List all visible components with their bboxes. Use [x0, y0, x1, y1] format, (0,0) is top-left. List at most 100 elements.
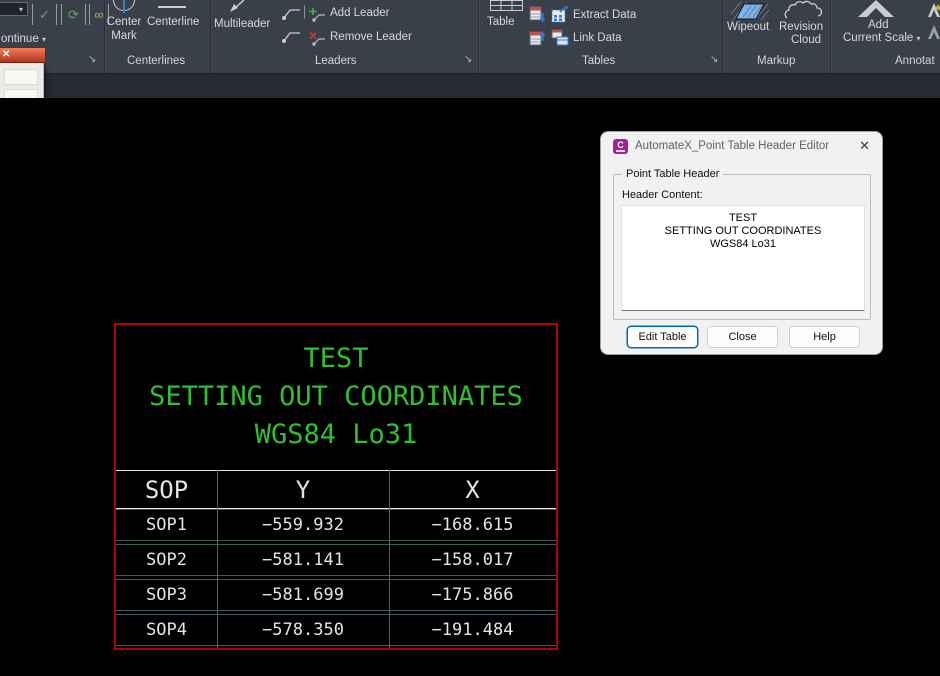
cad-col-header: X [465, 475, 480, 504]
cad-title-line: TEST [303, 343, 369, 374]
table-icon [490, 0, 523, 11]
extract-data-icon [551, 6, 568, 23]
revision-cloud-icon [784, 0, 823, 19]
link-data-icon [551, 29, 569, 46]
table-row: SOP1 −559.932 −168.615 [116, 509, 556, 541]
chevron-down-icon: ▾ [18, 5, 23, 14]
wipeout-label: Wipeout [727, 21, 770, 33]
annotative-object-icon[interactable] [927, 2, 940, 18]
palette-row [4, 69, 38, 85]
cad-title-line: WGS84 Lo31 [254, 419, 418, 450]
extract-data-label: Extract Data [573, 9, 637, 21]
dialog-launcher-icon[interactable]: ↘ [88, 54, 97, 65]
multileader-icon [230, 0, 245, 12]
edit-table-button[interactable]: Edit Table [627, 326, 698, 348]
dialog-launcher-icon[interactable]: ↘ [710, 54, 719, 65]
cad-table-body: SOP1 −559.932 −168.615 SOP2 −581.141 −15… [116, 509, 556, 646]
header-content-line: TEST [728, 212, 758, 224]
toolbar-separator [304, 5, 305, 19]
cad-cell: −581.141 [262, 550, 344, 570]
table-row: SOP2 −581.141 −158.017 [116, 544, 556, 576]
point-table-header-editor-dialog: C AutomateX_Point Table Header Editor ✕ … [600, 131, 883, 355]
leader-icon[interactable] [281, 27, 302, 44]
link-data-label: Link Data [573, 32, 622, 44]
cad-cell: −168.615 [431, 515, 514, 535]
infinity-icon: ∞ [94, 7, 104, 22]
cad-cell: SOP4 [146, 620, 187, 640]
panel-label-markup: Markup [757, 55, 796, 67]
help-button[interactable]: Help [789, 326, 860, 348]
remove-leader-label: Remove Leader [330, 31, 412, 43]
table-label: Table [487, 16, 515, 28]
dialog-launcher-icon[interactable]: ↘ [464, 54, 473, 65]
chevron-down-icon: ▾ [41, 35, 46, 44]
wipeout-button[interactable]: Wipeout [727, 21, 769, 33]
spreadsheet-down-icon[interactable] [529, 6, 546, 23]
cad-cell: −191.484 [431, 620, 514, 640]
add-current-scale-button[interactable]: Add [868, 19, 888, 31]
groupbox-label: Point Table Header [622, 168, 724, 180]
cad-point-table[interactable]: TEST SETTING OUT COORDINATES WGS84 Lo31 … [114, 323, 558, 650]
table-row: SOP3 −581.699 −175.866 [116, 579, 556, 611]
close-icon[interactable]: ✕ [859, 138, 870, 153]
center-mark-label2: Mark [111, 30, 137, 42]
center-mark-button[interactable]: Center [105, 16, 143, 28]
cad-cell: −158.017 [431, 550, 514, 570]
cad-cell: −559.932 [262, 515, 344, 535]
extract-data-button[interactable]: Extract Data [573, 9, 636, 21]
panel-label-tables: Tables [582, 55, 616, 67]
dim-chain-button[interactable]: ∞ [89, 4, 109, 25]
check-icon: ✓ [39, 6, 50, 22]
multileader-label: Multileader [214, 18, 271, 30]
close-button[interactable]: Close [707, 326, 778, 348]
cad-cell: −581.699 [262, 585, 344, 605]
centerline-label: Centerline [147, 16, 200, 28]
center-mark-icon [110, 0, 138, 13]
panel-divider [210, 0, 212, 73]
panel-divider [478, 0, 480, 73]
ribbon: ▾ ✓ ⟳ ∞ ontinue ▾ ↘ Center Mark Centerli… [0, 0, 940, 73]
point-table-header-group: Point Table Header Header Content: TEST … [613, 168, 871, 320]
chevron-down-icon: ▾ [916, 34, 921, 43]
header-content-textarea[interactable]: TEST SETTING OUT COORDINATES WGS84 Lo31 [621, 205, 865, 311]
cad-cell: −175.866 [431, 585, 514, 605]
annotative-object-icon[interactable] [927, 24, 940, 40]
panel-divider [104, 0, 106, 73]
revision-cloud-button[interactable]: Revision [779, 21, 823, 33]
close-icon[interactable]: ✕ [2, 49, 11, 60]
remove-leader-button[interactable]: Remove Leader [309, 31, 412, 46]
add-leader-button[interactable]: Add Leader [309, 7, 389, 22]
cad-grid-line [217, 470, 218, 648]
panel-divider [830, 0, 832, 73]
leader-icon[interactable] [281, 4, 302, 21]
centerline-icon [158, 6, 186, 8]
panel-label-leaders: Leaders [315, 55, 357, 67]
cad-cell: SOP1 [146, 515, 187, 535]
dialog-title: AutomateX_Point Table Header Editor [635, 140, 830, 152]
dim-update-button[interactable]: ⟳ [61, 4, 86, 25]
spreadsheet-up-icon[interactable] [529, 29, 546, 46]
add-leader-icon [309, 8, 325, 22]
link-data-button[interactable]: Link Data [573, 32, 622, 44]
cad-table-title: TEST SETTING OUT COORDINATES WGS84 Lo31 [116, 325, 556, 454]
wipeout-icon [731, 1, 769, 21]
multileader-button[interactable]: Multileader [214, 18, 270, 30]
cad-col-header: SOP [144, 475, 189, 504]
add-current-scale-label: Add [868, 19, 889, 31]
continue-button[interactable]: ontinue ▾ [1, 33, 46, 45]
panel-label-centerlines: Centerlines [127, 55, 186, 67]
cad-title-line: SETTING OUT COORDINATES [149, 381, 523, 412]
header-content-line: SETTING OUT COORDINATES [664, 225, 822, 237]
dimension-style-dropdown[interactable]: ▾ [0, 2, 28, 16]
table-button[interactable]: Table [487, 16, 515, 28]
centerline-button[interactable]: Centerline [147, 16, 199, 28]
panel-label-annotation: Annotat [895, 55, 935, 67]
cad-cell: −578.350 [262, 620, 344, 640]
cad-col-header: Y [295, 475, 311, 504]
panel-divider [722, 0, 724, 73]
palette-titlebar[interactable]: ✕ [0, 47, 46, 63]
cad-grid-line [389, 470, 390, 648]
table-row: SOP4 −578.350 −191.484 [116, 614, 556, 646]
continue-label: ontinue [1, 33, 39, 45]
dim-check-button[interactable]: ✓ [32, 4, 57, 25]
